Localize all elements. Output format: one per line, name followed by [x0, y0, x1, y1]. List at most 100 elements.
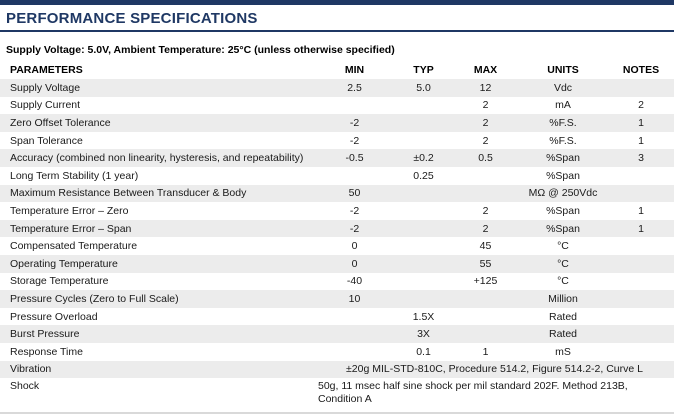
cell-notes [608, 308, 674, 326]
cell-min [315, 167, 394, 185]
cell-max: 2 [482, 204, 489, 217]
cell-max: 1 [482, 345, 489, 358]
cell-typ: 3X [417, 328, 430, 341]
cell-min: -2 [349, 134, 360, 147]
table-body: Supply Voltage 2.5 5.0 12 Vdc Supply Current 2… [0, 79, 674, 409]
table-row: Maximum Resistance Between Transducer & … [0, 184, 674, 203]
cell-parameter: Response Time [10, 345, 83, 358]
cell-max: 0.5 [478, 152, 493, 165]
cell-parameter: Pressure Overload [10, 310, 98, 323]
cell-typ [394, 185, 453, 203]
cell-notes: 3 [638, 152, 644, 165]
cell-parameter: Supply Voltage [10, 81, 81, 94]
table-row: Response Time 0.1 1 mS [0, 343, 674, 361]
cell-merged-value: 50g, 11 msec half sine shock per mil sta… [318, 380, 628, 406]
cell-units: %F.S. [549, 134, 577, 147]
table-row: Storage Temperature -40 +125 °C [0, 273, 674, 291]
cell-max [453, 308, 518, 326]
cell-max: 2 [482, 116, 489, 129]
cell-parameter: Temperature Error – Zero [10, 204, 129, 217]
cell-min: 50 [348, 187, 361, 200]
cell-min [315, 325, 394, 343]
cell-units: °C [557, 257, 569, 270]
cell-notes: 1 [638, 116, 644, 129]
table-row: Pressure Overload 1.5X Rated [0, 308, 674, 326]
table-row: Supply Current 2 mA 2 [0, 97, 674, 115]
cell-typ: 5.0 [416, 81, 431, 94]
cell-units: MΩ @ 250Vdc [528, 187, 598, 200]
cell-max [453, 325, 518, 343]
table-row: Shock 50g, 11 msec half sine shock per mi… [0, 378, 674, 409]
table-row: Operating Temperature 0 55 °C [0, 254, 674, 273]
cell-max: 45 [479, 240, 492, 253]
cell-typ [394, 273, 453, 291]
table-row: Zero Offset Tolerance -2 2 %F.S. 1 [0, 114, 674, 132]
table-row: Vibration ±20g MIL-STD-810C, Procedure 51… [0, 360, 674, 379]
cell-max [453, 167, 518, 185]
column-header-typ: TYP [413, 64, 434, 76]
cell-min: 0 [351, 257, 358, 270]
table-row: Compensated Temperature 0 45 °C [0, 237, 674, 255]
column-header-max: MAX [473, 64, 498, 76]
cell-max: +125 [473, 275, 498, 288]
table-row: Burst Pressure 3X Rated [0, 325, 674, 343]
cell-units: mA [555, 99, 571, 112]
cell-parameter: Burst Pressure [10, 328, 80, 341]
table-row: Span Tolerance -2 2 %F.S. 1 [0, 132, 674, 150]
cell-notes [608, 237, 674, 255]
table-row: Accuracy (combined non linearity, hyster… [0, 149, 674, 167]
cell-notes [608, 79, 674, 97]
cell-min: 10 [348, 292, 361, 305]
table-header-row: PARAMETERS MIN TYP MAX UNITS NOTES [0, 61, 674, 79]
cell-notes: 1 [638, 222, 644, 235]
cell-parameter: Temperature Error – Span [10, 222, 132, 235]
cell-typ: 1.5X [412, 310, 435, 323]
cell-typ [394, 220, 453, 238]
cell-min [315, 97, 394, 115]
cell-notes [608, 325, 674, 343]
cell-parameter: Supply Current [10, 99, 81, 112]
cell-max [453, 185, 518, 203]
cell-notes [608, 343, 674, 361]
top-rule [0, 0, 674, 5]
cell-parameter: Pressure Cycles (Zero to Full Scale) [10, 292, 179, 305]
cell-max: 2 [482, 99, 489, 112]
table-row: Pressure Cycles (Zero to Full Scale) 10 Mi… [0, 290, 674, 308]
cell-parameter: Compensated Temperature [10, 240, 138, 253]
title-underline [0, 30, 674, 32]
cell-notes [608, 290, 674, 308]
cell-min: -40 [346, 275, 363, 288]
column-header-notes: NOTES [622, 64, 660, 76]
cell-notes [608, 255, 674, 273]
cell-parameter: Span Tolerance [10, 134, 83, 147]
cell-units: °C [557, 275, 569, 288]
cell-min: 0 [351, 240, 358, 253]
cell-units: %Span [546, 204, 580, 217]
cell-units: %Span [546, 169, 580, 182]
cell-max [453, 290, 518, 308]
cell-typ [394, 202, 453, 220]
cell-parameter: Storage Temperature [10, 275, 109, 288]
cell-parameter: Vibration [10, 363, 52, 376]
cell-typ [394, 97, 453, 115]
cell-units: %Span [546, 222, 580, 235]
cell-typ: ±0.2 [413, 152, 434, 165]
cell-min: 2.5 [347, 81, 362, 94]
cell-parameter: Long Term Stability (1 year) [10, 169, 139, 182]
cell-units: Rated [548, 328, 578, 341]
cell-typ [394, 290, 453, 308]
column-header-parameters: PARAMETERS [10, 64, 83, 76]
cell-notes [608, 167, 674, 185]
cell-min: -2 [349, 116, 360, 129]
cell-typ [394, 237, 453, 255]
cell-units: °C [557, 240, 569, 253]
cell-parameter: Zero Offset Tolerance [10, 116, 111, 129]
cell-units: Rated [548, 310, 578, 323]
table-row: Temperature Error – Zero -2 2 %Span 1 [0, 202, 674, 220]
test-conditions-note: Supply Voltage: 5.0V, Ambient Temperatur… [6, 44, 395, 56]
table-row: Supply Voltage 2.5 5.0 12 Vdc [0, 79, 674, 97]
cell-max: 12 [479, 81, 492, 94]
cell-units: %F.S. [549, 116, 577, 129]
cell-notes: 1 [638, 204, 644, 217]
cell-notes [608, 273, 674, 291]
